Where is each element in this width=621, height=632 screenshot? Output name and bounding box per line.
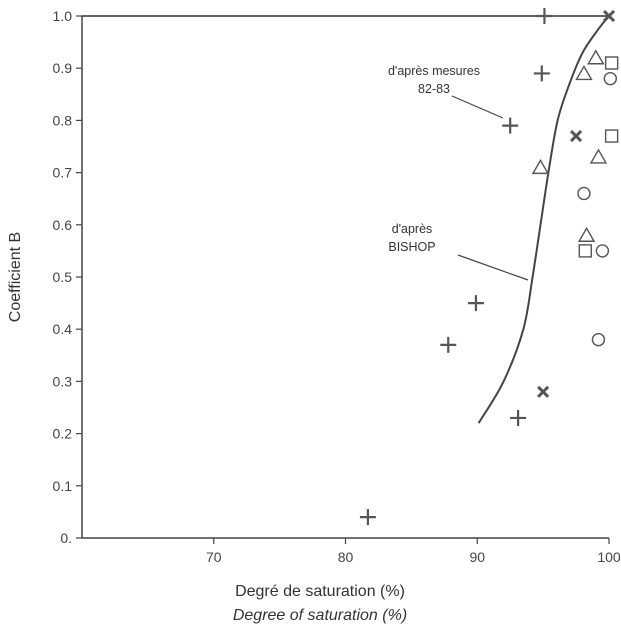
square-point [604,129,619,143]
y-axis-title: Coefficient B [7,232,24,322]
y-tick-label: 0.4 [53,321,73,337]
plus-point [440,336,457,353]
plus-point [533,65,550,82]
square-point [578,244,592,258]
x-tick-label: 100 [597,549,621,565]
triangle-point [587,49,605,65]
y-ticks: 0. 0.1 0.2 0.3 0.4 0.5 0.6 0.7 0.8 0.9 1.0 [53,8,82,546]
triangle-point [577,226,596,242]
x-axis-title-english: Degree of saturation (%) [233,607,407,624]
bishop-curve [477,15,610,424]
annotation-label: BISHOP [388,240,435,254]
y-tick-label: 0.8 [53,112,73,128]
circle-point [577,186,591,201]
y-tick-label: 0.7 [53,165,73,181]
annotation-label: 82-83 [418,82,450,96]
x-point [537,385,550,398]
y-tick-label: 0.9 [53,60,73,76]
plus-point [536,8,553,24]
axes [81,16,609,539]
triangle-point [589,148,608,164]
x-point [570,129,583,143]
curves [477,15,610,424]
plus-point [510,409,527,426]
x-ticks: 70 80 90 100 [206,538,621,565]
y-tick-label: 0. [60,530,72,546]
x-tick-label: 70 [206,549,222,565]
plus-point [502,117,519,134]
plus-point [467,295,484,312]
y-tick-label: 0.5 [53,269,73,285]
plus-point [359,509,376,526]
circle-point [603,71,618,86]
triangle-point [531,158,550,175]
square-point [604,56,619,70]
y-tick-label: 0.6 [53,217,73,233]
circle-point [595,244,610,258]
x-axis-title: Degré de saturation (%) [235,583,405,600]
y-tick-label: 0.2 [53,426,73,442]
circle-point [591,332,606,347]
triangle-point [575,65,593,81]
annotation-leader-line [457,254,529,281]
x-tick-label: 90 [469,549,485,565]
x-tick-label: 80 [338,549,354,565]
annotation-label: d'après [392,222,433,236]
data-points [359,8,619,526]
y-tick-label: 0.3 [53,373,73,389]
y-tick-label: 0.1 [53,478,73,494]
annotations: d'après mesures 82-83 d'après BISHOP [388,64,529,281]
annotation-leader-line [451,95,504,119]
x-point [602,9,616,23]
y-tick-label: 1.0 [53,8,73,24]
annotation-label: d'après mesures [388,64,480,78]
